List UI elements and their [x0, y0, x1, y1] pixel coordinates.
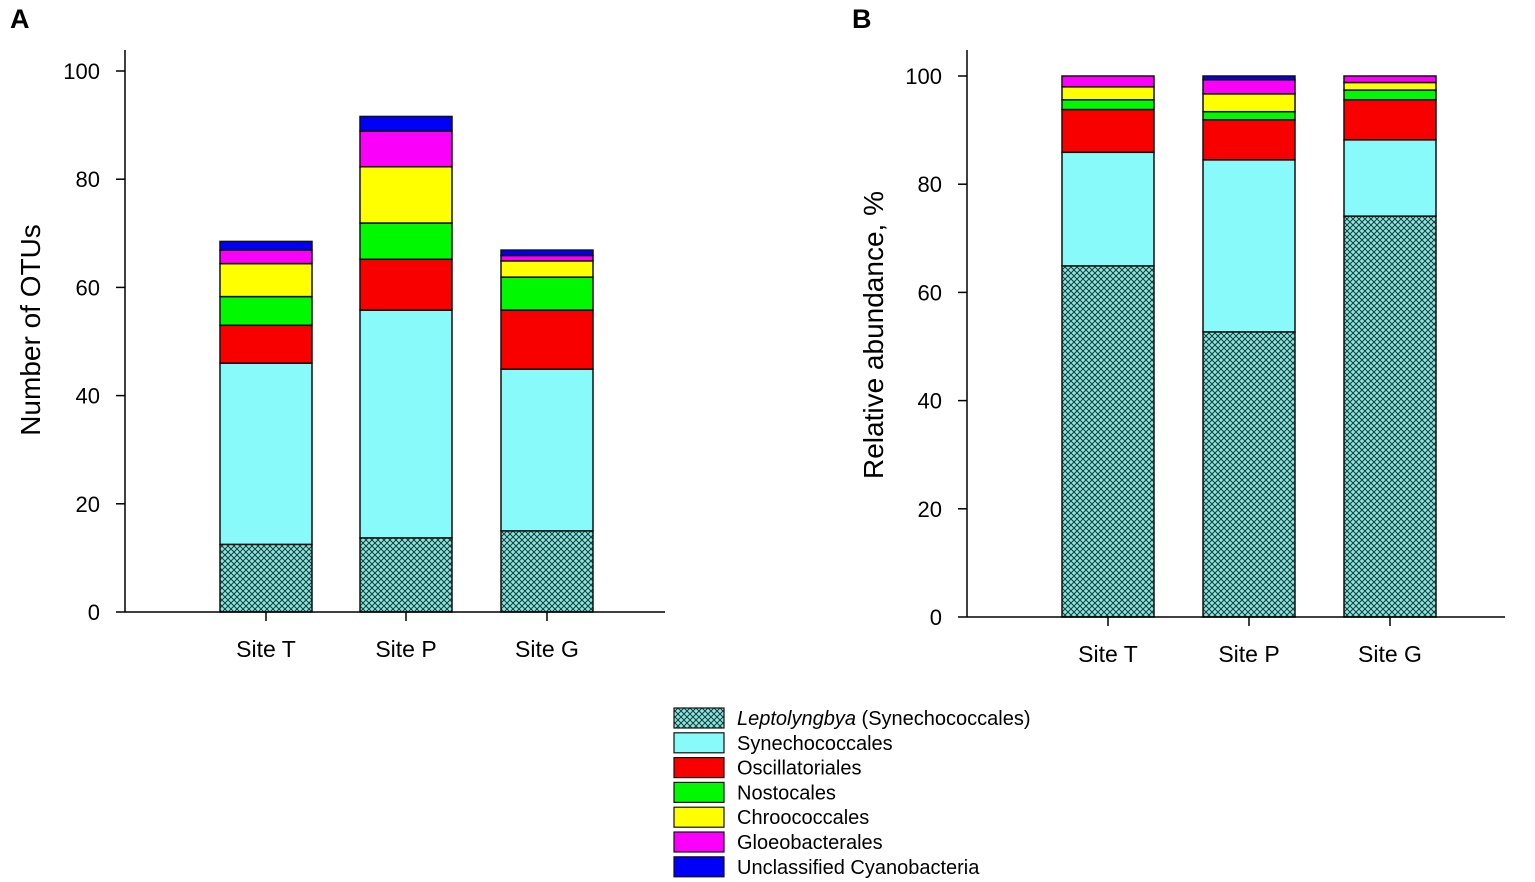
- legend-swatch: [673, 831, 725, 853]
- bar-segment-1-site-t: [1061, 265, 1155, 618]
- bar-segment-1-site-g: [500, 530, 594, 613]
- legend-swatch: [673, 856, 725, 878]
- bar-segment-4-site-t: [1061, 99, 1155, 111]
- bar-segment-5-site-p: [359, 166, 453, 224]
- x-tick-label: Site G: [515, 636, 579, 662]
- bar-segment-7-site-p: [359, 115, 453, 132]
- y-tick-label: 40: [76, 384, 100, 409]
- bar-segment-6-site-p: [359, 130, 453, 168]
- y-axis-label: Relative abundance, %: [858, 191, 889, 479]
- y-tick-label: 0: [88, 600, 100, 625]
- legend-swatch: [673, 732, 725, 754]
- x-tick-label: Site P: [375, 636, 436, 662]
- bar-segment-3-site-g: [1343, 99, 1437, 141]
- bar-segment-4-site-p: [1202, 110, 1296, 121]
- bar-segment-2-site-t: [1061, 151, 1155, 267]
- y-tick-label: 60: [918, 280, 942, 305]
- legend-swatch: [673, 806, 725, 828]
- bar-segment-3-site-t: [1061, 108, 1155, 154]
- legend: Leptolyngbya (Synechococcales) Synechococ…: [673, 707, 1031, 879]
- bar-segment-2-site-p: [1202, 159, 1296, 333]
- legend-label: Gloeobacterales: [737, 832, 883, 854]
- bar-segment-6-site-g: [1343, 75, 1437, 84]
- y-tick-label: 100: [63, 59, 100, 84]
- legend-label: Synechococcales: [737, 733, 893, 755]
- x-tick-label: Site P: [1218, 641, 1279, 667]
- bar-segment-6-site-g: [500, 254, 594, 262]
- legend-label: Chroococcales: [737, 807, 869, 829]
- bar-segment-2-site-g: [1343, 139, 1437, 217]
- legend-label-text: Nostocales: [737, 782, 836, 804]
- bar-segment-4-site-g: [500, 276, 594, 311]
- bar-segment-4-site-t: [219, 295, 313, 327]
- y-tick-label: 40: [918, 389, 942, 414]
- bar-segment-3-site-g: [500, 309, 594, 370]
- bar-segment-5-site-p: [1202, 93, 1296, 113]
- y-axis-label: Number of OTUs: [15, 224, 46, 436]
- x-tick-label: Site G: [1358, 641, 1422, 667]
- legend-label: Unclassified Cyanobacteria: [737, 857, 980, 879]
- y-tick-label: 20: [76, 492, 100, 517]
- y-tick-label: 80: [76, 167, 100, 192]
- bar-segment-6-site-p: [1202, 79, 1296, 95]
- bar-segment-6-site-t: [219, 249, 313, 265]
- legend-label-text: Chroococcales: [737, 807, 869, 829]
- y-tick-label: 80: [918, 172, 942, 197]
- legend-swatch: [673, 781, 725, 804]
- legend-label: Oscillatoriales: [737, 758, 861, 780]
- bar-segment-7-site-t: [219, 240, 313, 251]
- legend-label: Nostocales: [737, 782, 836, 804]
- y-tick-label: 0: [930, 605, 942, 630]
- bar-segment-5-site-t: [1061, 86, 1155, 101]
- legend-label: Leptolyngbya (Synechococcales): [737, 708, 1031, 730]
- bar-segment-3-site-p: [1202, 119, 1296, 161]
- legend-label-text: Unclassified Cyanobacteria: [737, 857, 980, 879]
- bar-segment-1-site-t: [219, 543, 313, 613]
- legend-label-genus: Leptolyngbya: [737, 708, 856, 730]
- bar-segment-1-site-p: [359, 537, 453, 613]
- x-tick-label: Site T: [1078, 641, 1138, 667]
- bar-segment-7-site-p: [1202, 75, 1296, 81]
- legend-label-text: Oscillatoriales: [737, 758, 861, 780]
- bar-segment-7-site-g: [500, 249, 594, 257]
- bar-segment-5-site-g: [1343, 81, 1437, 91]
- bar-segment-1-site-g: [1343, 215, 1437, 618]
- x-tick-label: Site T: [236, 636, 296, 662]
- legend-swatch: [673, 756, 725, 779]
- legend-label-text: (Synechococcales): [856, 708, 1031, 730]
- legend-label-text: Gloeobacterales: [737, 832, 883, 854]
- bar-segment-4-site-p: [359, 222, 453, 261]
- y-tick-label: 100: [905, 64, 942, 89]
- panel-label-b: B: [852, 4, 872, 34]
- bar-segment-3-site-t: [219, 324, 313, 364]
- y-tick-label: 20: [918, 497, 942, 522]
- bar-segment-2-site-g: [500, 368, 594, 532]
- chart-a: Site T Site P Site G 0 20 40 60 80 100 Number of …: [15, 50, 665, 662]
- bar-segment-2-site-p: [359, 309, 453, 539]
- bar-segment-4-site-g: [1343, 89, 1437, 101]
- y-tick-label: 60: [76, 275, 100, 300]
- bar-segment-3-site-p: [359, 258, 453, 311]
- bar-segment-1-site-p: [1202, 331, 1296, 618]
- bar-segment-5-site-g: [500, 260, 594, 278]
- legend-swatch: [673, 707, 725, 729]
- legend-label-text: Synechococcales: [737, 733, 893, 755]
- panel-label-a: A: [10, 4, 30, 34]
- chart-b: Site T Site P Site G 0 20 40 60 80 100 Relative a…: [858, 50, 1505, 667]
- bar-segment-5-site-t: [219, 262, 313, 298]
- bar-segment-2-site-t: [219, 362, 313, 546]
- bar-segment-6-site-t: [1061, 75, 1155, 88]
